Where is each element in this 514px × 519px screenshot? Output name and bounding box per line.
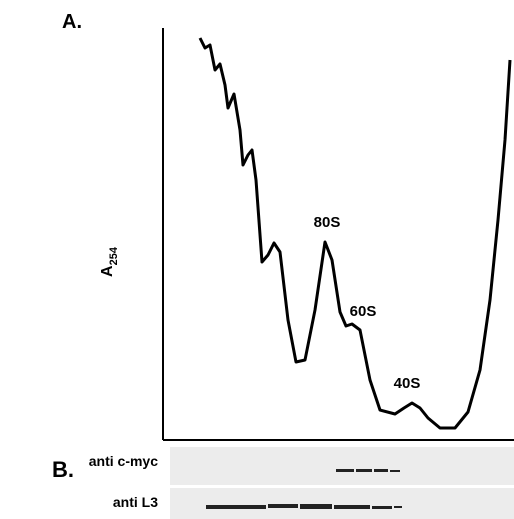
band	[390, 470, 400, 472]
figure: A. A254 80S 60S 40S B. anti c-myc anti L…	[0, 0, 514, 519]
band	[300, 504, 332, 509]
band	[206, 505, 266, 509]
panel-label: A.	[62, 11, 82, 33]
blot-label: anti L3	[113, 494, 158, 510]
y-axis-label: A254	[99, 246, 120, 277]
band	[374, 469, 388, 472]
absorbance-trace	[200, 38, 510, 428]
band	[356, 469, 372, 472]
band	[334, 505, 370, 509]
band	[268, 504, 298, 508]
peak-label: 80S	[314, 214, 341, 231]
peak-label: 60S	[350, 303, 377, 320]
peak-label: 40S	[394, 375, 421, 392]
blot-label: anti c-myc	[89, 453, 158, 469]
blot-strip	[170, 488, 514, 519]
panel-label: B.	[52, 457, 74, 482]
band	[394, 506, 402, 508]
band	[336, 469, 354, 472]
band	[372, 506, 392, 509]
blot-strip	[170, 447, 514, 485]
